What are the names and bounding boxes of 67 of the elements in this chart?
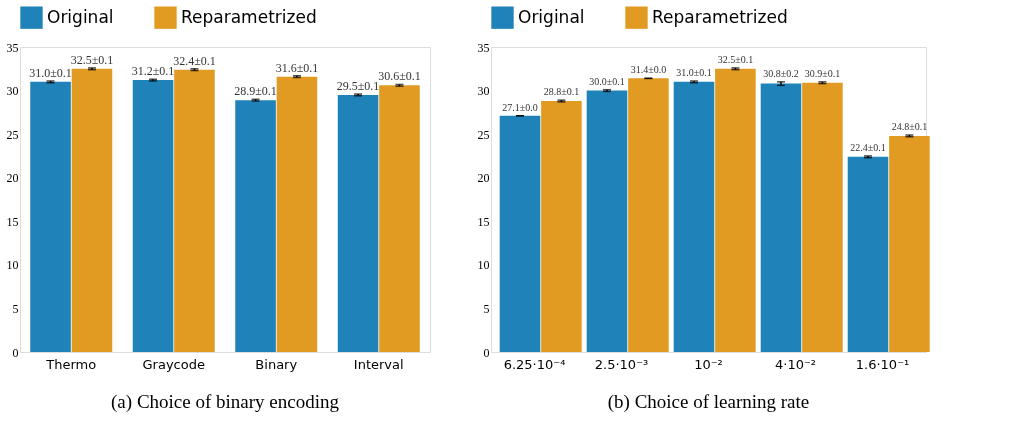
x-tick-label: 1.6·10⁻¹	[855, 356, 910, 372]
y-tick-label: 35	[6, 40, 19, 55]
data-label: 24.8±0.1	[891, 121, 928, 133]
legend-label: Reparametrized	[652, 6, 788, 27]
x-tick-label: 2.5·10⁻³	[594, 356, 649, 372]
bar	[586, 90, 628, 352]
bar	[132, 80, 174, 352]
y-tick-label: 5	[483, 301, 490, 316]
text: (a) Choice of binary encoding	[111, 391, 340, 413]
y-tick-label: 25	[6, 127, 19, 142]
data-label: 31.4±0.0	[630, 64, 667, 76]
data-label: 30.8±0.2	[763, 67, 799, 79]
data-label: 29.5±0.1	[336, 79, 380, 94]
bar	[889, 135, 930, 352]
data-label: 22.4±0.1	[850, 141, 886, 153]
y-tick-label: 5	[12, 301, 19, 316]
y-tick-label: 10	[477, 258, 490, 273]
y-tick-label: 0	[483, 345, 490, 360]
bar	[30, 81, 71, 352]
y-tick-label: 0	[12, 345, 19, 360]
y-tick-label: 30	[477, 84, 490, 99]
data-label: 31.2±0.1	[131, 64, 175, 79]
data-label: 30.6±0.1	[378, 69, 421, 84]
text: (b) Choice of learning rate	[607, 391, 810, 413]
bar	[276, 76, 318, 352]
bar	[673, 81, 715, 352]
bar	[715, 68, 756, 352]
y-tick-label: 10	[6, 258, 19, 273]
data-label: 32.5±0.1	[717, 53, 754, 65]
data-label: 30.0±0.1	[589, 75, 625, 87]
data-label: 32.4±0.1	[173, 53, 216, 68]
bar	[337, 94, 379, 352]
y-tick-label: 20	[477, 171, 490, 186]
data-label: 31.0±0.1	[676, 66, 712, 78]
x-tick-label: Thermo	[45, 356, 97, 372]
bar	[174, 69, 215, 352]
data-label: 28.9±0.1	[234, 84, 277, 99]
bar	[541, 101, 582, 352]
data-label: 27.1±0.0	[502, 101, 538, 113]
bar	[235, 100, 276, 352]
bar	[847, 156, 889, 352]
data-label: 30.9±0.1	[804, 67, 841, 79]
data-label: 32.5±0.1	[70, 52, 114, 67]
y-tick-label: 20	[6, 171, 19, 186]
y-tick-label: 15	[6, 214, 19, 229]
legend-label: Original	[518, 6, 585, 27]
bar	[628, 78, 669, 352]
y-tick-label: 15	[477, 214, 490, 229]
data-label: 28.8±0.1	[543, 86, 580, 98]
legend-label: Reparametrized	[181, 6, 317, 27]
x-tick-label: 4·10⁻²	[774, 356, 817, 372]
y-tick-label: 25	[477, 127, 490, 142]
bar	[760, 83, 802, 352]
data-label: 31.0±0.1	[29, 65, 72, 80]
x-tick-label: Binary	[255, 356, 298, 372]
bar	[802, 82, 843, 352]
y-tick-label: 35	[477, 40, 490, 55]
bar	[499, 115, 541, 352]
x-tick-label: Graycode	[142, 356, 205, 372]
bar	[379, 85, 420, 352]
x-tick-label: 10⁻²	[694, 356, 723, 372]
x-tick-label: Interval	[353, 356, 404, 372]
y-tick-label: 30	[6, 84, 19, 99]
data-label: 31.6±0.1	[275, 60, 319, 75]
bar	[71, 68, 113, 352]
x-tick-label: 6.25·10⁻⁴	[503, 356, 566, 372]
legend-label: Original	[47, 6, 114, 27]
